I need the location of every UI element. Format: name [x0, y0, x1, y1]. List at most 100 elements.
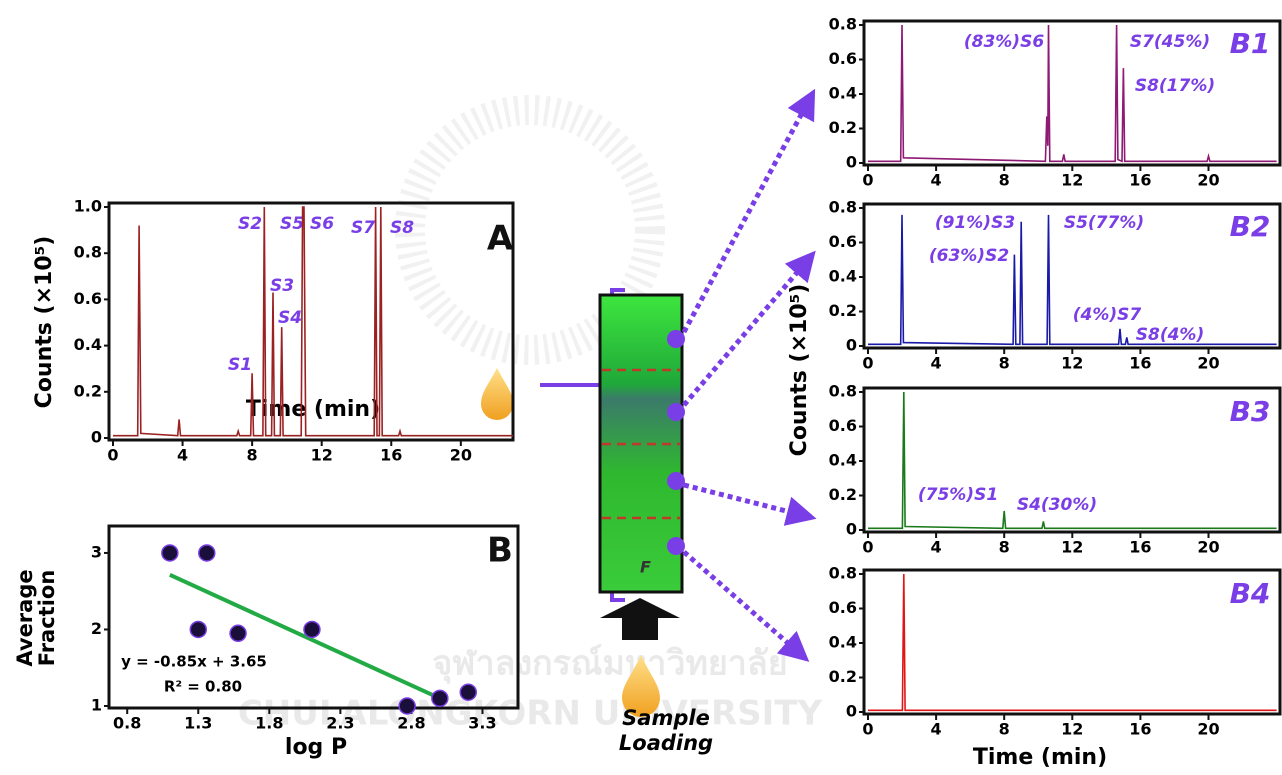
point: [161, 544, 179, 562]
y-tick-label: 0.4: [829, 84, 857, 103]
x-tick-label: 12: [1061, 720, 1083, 739]
x-tick-label: 0: [862, 720, 873, 739]
peak-label: S6: [310, 214, 334, 234]
watermark-text: CHULALONGKORN UNIVERSITY: [238, 694, 823, 734]
point: [189, 620, 208, 639]
x-tick-label: 8: [999, 538, 1010, 557]
y-tick-label: 0.6: [829, 598, 857, 617]
drop-icon: [622, 655, 660, 717]
point: [229, 624, 247, 643]
y-tick-label: 0.2: [829, 118, 857, 137]
x-tick-label: 0: [862, 171, 873, 190]
peak-label: (83%)S6: [964, 32, 1044, 52]
x-tick-label: 1.3: [184, 714, 212, 733]
x-tick-label: 8: [247, 446, 258, 465]
y-tick-label: 1: [91, 696, 102, 715]
y-tick-label: 0: [846, 153, 857, 172]
y-axis-title: Fraction: [35, 570, 59, 667]
peak-label: (63%)S2: [929, 246, 1009, 266]
peak-label: S7: [351, 218, 375, 238]
y-tick-label: 0.8: [829, 15, 857, 34]
chromatogram: [868, 573, 1277, 712]
y-tick-label: 0.6: [74, 289, 102, 308]
sample-loading: Loading: [619, 731, 713, 755]
x-tick-label: 8: [999, 720, 1010, 739]
peak-label: S1: [228, 355, 252, 375]
x-tick-label: 20: [1197, 354, 1219, 373]
y-tick-label: 0.6: [829, 49, 857, 68]
peak-label: S5: [280, 214, 304, 234]
x-tick-label: 16: [380, 446, 402, 465]
plot-frame: [862, 19, 1282, 167]
x-tick-label: 12: [1061, 171, 1083, 190]
chromatogram: [868, 24, 1277, 163]
y-tick-label: 2: [91, 619, 102, 638]
x-tick-label: 20: [1197, 538, 1219, 557]
equation: y = -0.85x + 3.65: [121, 653, 267, 671]
x-axis-title: Time (min): [973, 745, 1107, 770]
fit-line: [169, 572, 448, 704]
chromatogram: [868, 391, 1277, 530]
x-tick-label: 20: [450, 446, 472, 465]
x-tick-label: 2.8: [397, 714, 425, 733]
peak-label: (75%)S1: [918, 485, 998, 505]
x-tick-label: 8: [999, 354, 1010, 373]
panel-title: B4: [1230, 577, 1271, 610]
y-tick-label: 0.6: [829, 416, 857, 435]
peak-label: (4%)S7: [1073, 305, 1142, 325]
peak-label: S2: [238, 214, 262, 234]
x-tick-label: 4: [931, 171, 942, 190]
x-tick-label: 20: [1197, 720, 1219, 739]
fraction-dots: [667, 330, 685, 555]
x-tick-label: 16: [1129, 538, 1151, 557]
point: [303, 620, 321, 639]
x-tick-label: 4: [931, 538, 942, 557]
point: [398, 697, 416, 715]
x-tick-label: 4: [177, 446, 188, 465]
y-tick-label: 0.2: [74, 381, 102, 400]
watermark-text: จุฬาลงกรณ์มหาวิทยาลัย: [432, 644, 787, 685]
panel-title: B1: [1230, 27, 1271, 60]
peak-label: S7(45%): [1130, 32, 1210, 52]
y-tick-label: 0.2: [829, 301, 857, 320]
peak-label: S8: [390, 218, 414, 238]
y-tick-label: 0.4: [829, 267, 857, 286]
y-tick-label: 0.2: [829, 667, 857, 686]
drop-icon: [481, 368, 513, 420]
x-tick-label: 12: [311, 446, 333, 465]
x-tick-label: 20: [1197, 171, 1219, 190]
x-tick-label: 1.8: [255, 714, 283, 733]
x-tick-label: 16: [1129, 720, 1151, 739]
y-axis-title: Counts (×10⁵): [787, 284, 812, 457]
plot-frame: [107, 524, 520, 710]
panel-title: B: [487, 531, 513, 571]
x-tick-label: 12: [1061, 538, 1083, 557]
y-tick-label: 0: [846, 520, 857, 539]
peak-label: S8(4%): [1136, 325, 1204, 345]
peak-label: S4: [278, 308, 302, 328]
y-tick-label: 3: [91, 542, 102, 561]
plot-frame: [107, 201, 515, 442]
y-tick-label: 0.4: [829, 633, 857, 652]
chromatogram: [868, 214, 1277, 346]
x-tick-label: 3.3: [468, 714, 496, 733]
x-tick-label: 4: [931, 720, 942, 739]
x-tick-label: 0: [862, 354, 873, 373]
y-tick-label: 0.8: [829, 198, 857, 217]
y-axis-title: Counts (×10⁵): [32, 236, 57, 409]
y-tick-label: 0.8: [829, 382, 857, 401]
y-tick-label: 1.0: [74, 197, 102, 216]
sample-loading: Sample: [622, 706, 710, 730]
plot-frame: [862, 568, 1282, 716]
r-squared: R² = 0.80: [164, 678, 242, 696]
y-tick-label: 0: [91, 428, 102, 447]
fraction-lines: [602, 368, 680, 520]
watermark: จุฬาลงกรณ์มหาวิทยาลัย CHULALONGKORN UNIV…: [238, 95, 823, 734]
panel-title: B2: [1230, 210, 1271, 243]
x-tick-label: 12: [1061, 354, 1083, 373]
y-tick-label: 0.4: [829, 451, 857, 470]
fraction-arrows: [681, 88, 817, 662]
y-tick-label: 0.6: [829, 232, 857, 251]
y-tick-label: 0.8: [74, 243, 102, 262]
